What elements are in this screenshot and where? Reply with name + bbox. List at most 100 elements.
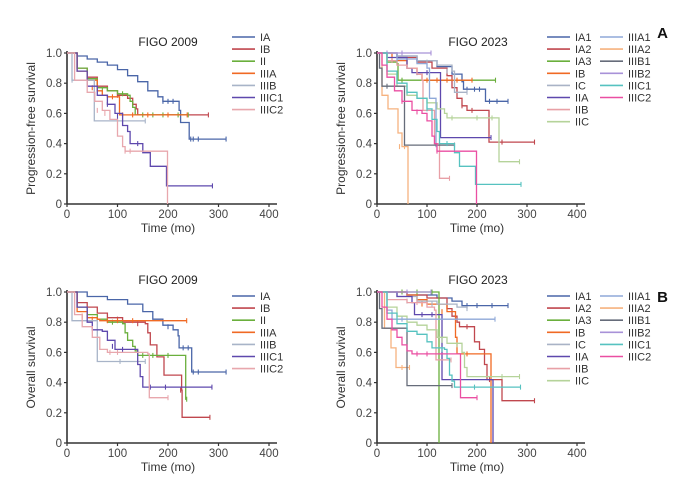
legend-item: IA2 [547,303,592,315]
legend-item: IIIB [232,80,277,92]
legend-item: IA [232,32,271,44]
legend-label: IIIC1 [628,80,651,92]
legend-label: IIIB2 [628,327,651,339]
legend-item: IIIA [232,68,277,80]
km-curve-IB [67,291,210,418]
legend-item: IA1 [547,291,592,303]
x-tick-label: 300 [209,209,228,221]
y-tick-label: 1.0 [46,287,62,299]
x-tick-label: 0 [64,448,70,460]
x-tick-label: 100 [108,209,127,221]
km-curve-IIIC1 [67,291,212,388]
legend-item: IIB [547,364,588,376]
y-tick-label: 0 [56,438,62,450]
km-curve-II [67,291,187,400]
legend-item: IB [547,68,585,80]
km-curve-IIIB1 [377,52,455,146]
legend-label: IIIA1 [628,32,651,44]
y-tick-label: 0 [366,438,372,450]
chart-title: FIGO 2023 [448,35,508,49]
series-II [67,291,188,402]
legend-item: IIIB1 [600,315,651,327]
legend-label: IIIA1 [628,291,651,303]
y-tick-label: 0.2 [356,408,372,420]
y-tick-label: 0.4 [356,378,373,390]
series-IIIA [67,52,188,118]
x-axis-label: Time (mo) [141,460,195,474]
series-IIIC1 [377,291,522,390]
legend-item: IIC [547,117,589,129]
y-axis-label: Progression-free survival [24,62,38,195]
km-curve-IIIB [67,52,146,122]
legend-label: IIIC1 [260,352,283,364]
y-tick-label: 0.6 [356,347,372,359]
legend-item: IIIB2 [600,327,651,339]
y-tick-label: 0.6 [46,347,62,359]
km-curve-IIIC1 [377,291,521,388]
x-tick-label: 0 [374,448,380,460]
legend-label: IIA [575,93,589,105]
km-curve-IIB [377,291,451,361]
x-tick-label: 400 [259,448,278,460]
legend-label: IIIC2 [628,93,651,105]
series-IIIC1 [67,52,213,189]
legend-item: IIIA [232,327,277,339]
x-tick-label: 300 [517,209,536,221]
legend-label: IB [575,327,585,339]
y-tick-label: 0.2 [46,169,62,181]
legend-label: IB [260,303,270,315]
chart-title: FIGO 2009 [138,273,198,287]
legend-label: IIB [575,364,588,376]
legend-item: IIIC1 [232,352,283,364]
legend-label: IIIC1 [260,93,283,105]
legend-item: IIIB2 [600,68,651,80]
km-curve-II [67,52,189,116]
x-tick-label: 0 [64,209,70,221]
km-curve-IA [67,52,227,140]
km-curve-IA2 [377,52,535,143]
y-tick-label: 0.4 [46,378,63,390]
y-tick-label: 0.8 [356,317,372,329]
legend-item: II [232,315,266,327]
y-tick-label: 0 [56,199,62,211]
y-tick-label: 0.6 [46,108,62,120]
chart-os-2009: FIGO 2009 0 100 200 300 400 0 0.2 0.4 0.6 0.8 1.0 Ti… [24,273,283,474]
km-curve-IIIC2 [67,291,168,399]
legend-label: IIC [575,376,589,388]
legend: IA1IA2IA3IBICIIAIIBIICIIIA1IIIA2IIIB1III… [547,291,651,388]
y-tick-label: 1.0 [356,48,372,60]
legend-item: IC [547,339,586,351]
chart-os-2023: FIGO 2023 0 100 200 300 400 0 0.2 0.4 0.6 0.8 1.0 Ti… [334,273,651,474]
series-IA [67,52,227,142]
x-tick-label: 200 [467,448,486,460]
km-curve-IIIA [67,52,188,116]
x-axis-label: Time (mo) [450,221,504,235]
legend-label: IA2 [575,303,592,315]
series-IIIC2 [377,52,478,204]
legend-label: IIC [575,117,589,129]
km-curve-IIIC1 [377,52,521,186]
legend-item: IB [232,44,270,56]
y-tick-label: 0.8 [46,317,62,329]
legend-item: IC [547,80,586,92]
x-tick-label: 400 [259,209,278,221]
legend-item: IIIC2 [600,352,651,364]
y-tick-label: 0 [366,199,372,211]
legend-label: IIIC2 [260,364,283,376]
legend-item: IA [232,291,271,303]
legend-item: IA2 [547,44,592,56]
x-tick-label: 100 [108,448,127,460]
legend-label: IIIB1 [628,56,651,68]
series-IIIC1 [377,52,522,187]
legend-item: IIA [547,352,589,364]
legend: IA1IA2IA3IBICIIAIIBIICIIIA1IIIA2IIIB1III… [547,32,651,129]
legend-label: IIIC1 [628,339,651,351]
legend-label: IA [260,291,271,303]
x-tick-label: 0 [374,209,380,221]
km-curve-IIIC2 [377,291,477,399]
legend-item: IA3 [547,315,592,327]
legend-label: IIA [575,352,589,364]
chart-title: FIGO 2009 [138,35,198,49]
